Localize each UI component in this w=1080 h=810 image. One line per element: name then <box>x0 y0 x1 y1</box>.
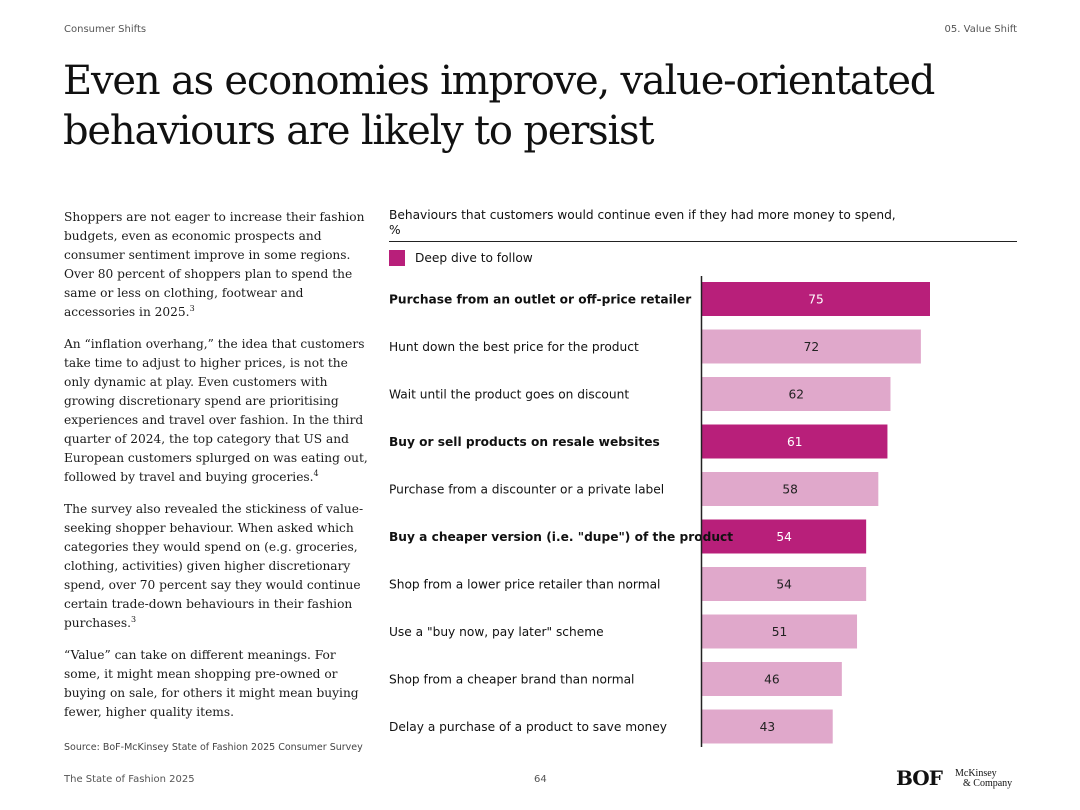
category-label: Purchase from an outlet or off-price ret… <box>389 293 691 307</box>
bar <box>702 377 891 411</box>
footnote-ref: 4 <box>313 468 319 478</box>
category-label: Shop from a lower price retailer than no… <box>389 578 660 592</box>
page-title: Even as economies improve, value-orienta… <box>63 58 935 154</box>
source-note: Source: BoF-McKinsey State of Fashion 20… <box>64 742 363 753</box>
bar <box>702 614 858 649</box>
bof-logo: BOF <box>896 766 943 790</box>
category-label: Delay a purchase of a product to save mo… <box>389 720 667 734</box>
data-label: 46 <box>764 673 780 687</box>
data-label: 43 <box>760 720 776 734</box>
category-label: Use a "buy now, pay later" scheme <box>389 625 604 639</box>
paragraph-3: The survey also revealed the stickiness … <box>64 500 374 633</box>
bar <box>702 472 879 506</box>
category-label: Wait until the product goes on discount <box>389 388 629 402</box>
paragraph-1-text: Shoppers are not eager to increase their… <box>64 210 365 319</box>
report-name: The State of Fashion 2025 <box>64 774 195 785</box>
paragraph-4-text: “Value” can take on different meanings. … <box>64 648 359 719</box>
footnote-ref: 3 <box>189 303 195 313</box>
bar <box>702 662 842 696</box>
bar-chart: Purchase from an outlet or off-price ret… <box>389 276 930 747</box>
legend-label: Deep dive to follow <box>415 251 533 265</box>
category-label: Purchase from a discounter or a private … <box>389 483 664 497</box>
data-label: 58 <box>782 483 798 497</box>
bar <box>702 519 867 554</box>
data-label: 51 <box>772 625 788 639</box>
footnote-ref: 3 <box>131 614 137 624</box>
data-label: 62 <box>788 388 804 402</box>
data-label: 72 <box>804 340 820 354</box>
mckinsey-logo: McKinsey & Company <box>955 769 1025 789</box>
paragraph-4: “Value” can take on different meanings. … <box>64 646 374 722</box>
bar <box>702 709 833 744</box>
chart-title-text: Behaviours that customers would continue… <box>389 208 896 222</box>
bar <box>702 282 930 316</box>
legend-swatch <box>389 250 405 266</box>
section-label: Consumer Shifts <box>64 24 147 35</box>
paragraph-2: An “inflation overhang,” the idea that c… <box>64 335 374 487</box>
paragraph-3-text: The survey also revealed the stickiness … <box>64 502 364 630</box>
data-label: 61 <box>787 435 803 449</box>
category-label: Buy a cheaper version (i.e. "dupe") of t… <box>389 530 733 544</box>
data-label: 54 <box>776 578 792 592</box>
mckinsey-logo-line1: McKinsey <box>955 768 997 779</box>
body-text: Shoppers are not eager to increase their… <box>64 208 374 735</box>
paragraph-1: Shoppers are not eager to increase their… <box>64 208 374 322</box>
chart-unit: % <box>389 223 401 237</box>
bar <box>702 329 921 364</box>
category-label: Hunt down the best price for the product <box>389 340 639 354</box>
data-label: 75 <box>808 293 824 307</box>
data-label: 54 <box>776 530 792 544</box>
chapter-label: 05. Value Shift <box>944 24 1017 35</box>
chart-title-rule <box>389 241 1017 242</box>
mckinsey-logo-line2: & Company <box>963 778 1013 789</box>
bar <box>702 424 888 459</box>
chart-title: Behaviours that customers would continue… <box>389 208 1019 238</box>
page-number: 64 <box>534 774 547 785</box>
category-label: Buy or sell products on resale websites <box>389 435 660 449</box>
paragraph-2-text: An “inflation overhang,” the idea that c… <box>64 337 368 484</box>
category-label: Shop from a cheaper brand than normal <box>389 673 634 687</box>
bar <box>702 567 867 601</box>
